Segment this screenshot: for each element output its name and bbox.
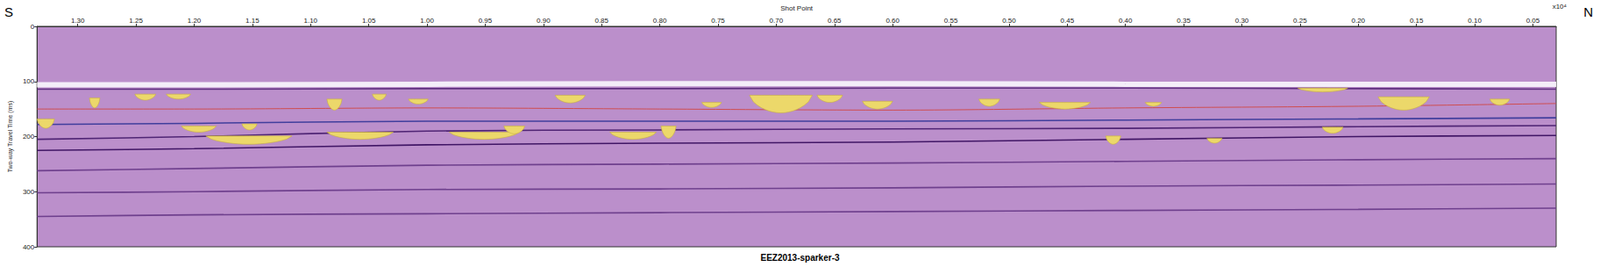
svg-text:100: 100 [22, 77, 36, 86]
svg-text:0.05: 0.05 [1526, 16, 1541, 25]
svg-text:0.45: 0.45 [1060, 16, 1075, 25]
svg-text:0.75: 0.75 [711, 16, 726, 25]
svg-text:1.05: 1.05 [362, 16, 377, 25]
svg-text:0.85: 0.85 [594, 16, 609, 25]
svg-text:200: 200 [22, 132, 36, 141]
svg-text:N: N [1583, 4, 1593, 20]
svg-text:0.70: 0.70 [769, 16, 784, 25]
svg-text:Shot Point: Shot Point [780, 4, 814, 13]
svg-text:0.40: 0.40 [1118, 16, 1133, 25]
svg-text:1.15: 1.15 [245, 16, 260, 25]
svg-text:1.30: 1.30 [71, 16, 86, 25]
svg-text:1.10: 1.10 [303, 16, 318, 25]
svg-text:0.35: 0.35 [1176, 16, 1191, 25]
svg-text:0.20: 0.20 [1351, 16, 1366, 25]
svg-text:1.25: 1.25 [128, 16, 143, 25]
svg-text:EEZ2013-sparker-3: EEZ2013-sparker-3 [760, 252, 840, 263]
svg-text:0.90: 0.90 [536, 16, 551, 25]
svg-text:S: S [4, 4, 14, 20]
svg-text:x10⁴: x10⁴ [1552, 2, 1568, 11]
svg-text:0.10: 0.10 [1467, 16, 1482, 25]
svg-text:0.30: 0.30 [1235, 16, 1250, 25]
svg-text:0: 0 [30, 22, 36, 31]
svg-text:300: 300 [22, 187, 36, 196]
svg-text:0.15: 0.15 [1409, 16, 1424, 25]
svg-text:0.60: 0.60 [885, 16, 900, 25]
svg-text:Two-way Travel Time (ms): Two-way Travel Time (ms) [7, 100, 15, 173]
svg-text:0.55: 0.55 [944, 16, 959, 25]
svg-text:0.95: 0.95 [478, 16, 493, 25]
svg-text:400: 400 [22, 242, 36, 251]
svg-text:1.00: 1.00 [419, 16, 434, 25]
svg-text:0.65: 0.65 [827, 16, 842, 25]
svg-text:0.25: 0.25 [1293, 16, 1308, 25]
svg-text:1.20: 1.20 [187, 16, 202, 25]
svg-text:0.80: 0.80 [653, 16, 668, 25]
svg-text:0.50: 0.50 [1002, 16, 1017, 25]
